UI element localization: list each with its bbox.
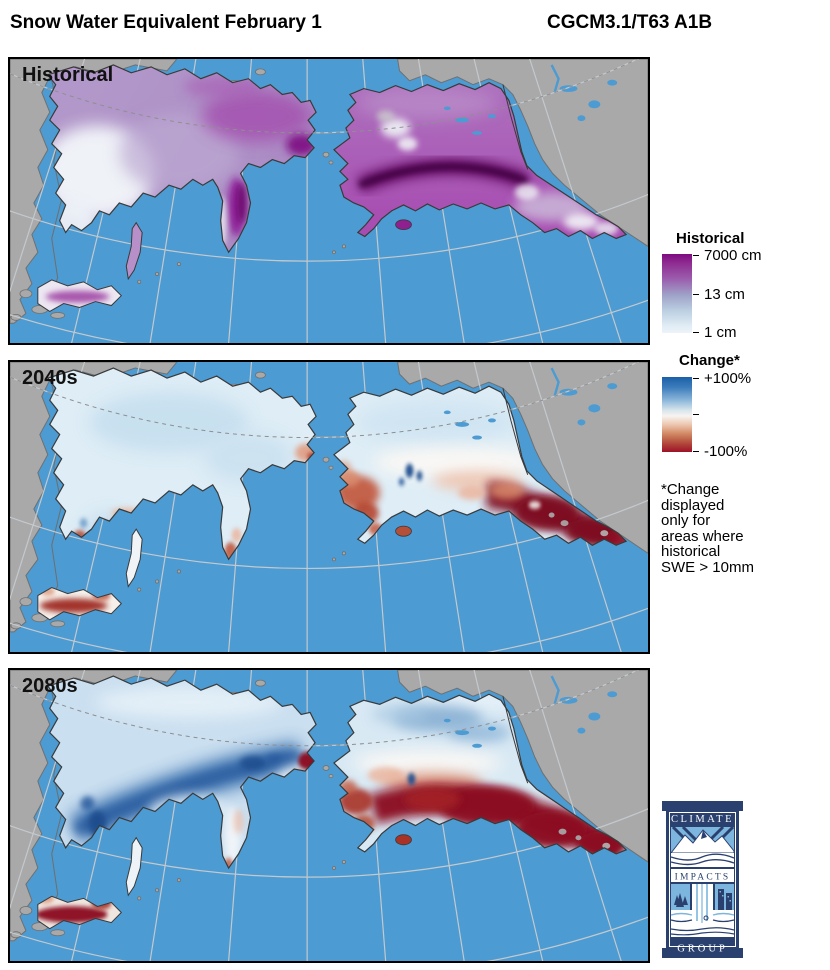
panel-label-2040s: 2040s — [22, 367, 78, 389]
kodiak-island — [395, 525, 412, 537]
historical-map — [10, 59, 648, 343]
change-colorbar — [662, 377, 692, 452]
logo-word-group: GROUP — [677, 944, 728, 955]
hist-tick-label-bottom: 1 cm — [704, 324, 737, 341]
map-2080s — [10, 670, 648, 961]
panel-label-2080s: 2080s — [22, 675, 78, 697]
logo-valley-scene — [670, 884, 735, 937]
tick-mark — [693, 451, 699, 452]
tick-mark — [693, 294, 699, 295]
climate-impacts-group-logo: CLIMATE IMPACTS GROUP — [662, 801, 743, 958]
panel-label-historical: Historical — [22, 64, 114, 86]
logo-impacts-band — [671, 869, 734, 882]
change-tick-label-bottom: -100% — [704, 443, 748, 460]
change-tick-label-top: +100% — [704, 370, 752, 387]
tick-mark — [693, 414, 699, 415]
logo-word-impacts: IMPACTS — [675, 873, 731, 883]
tick-mark — [693, 332, 699, 333]
map-2040s — [10, 362, 648, 652]
tick-mark — [693, 378, 699, 379]
model-scenario-title: CGCM3.1/T63 A1B — [547, 12, 713, 33]
historical-legend-title: Historical — [676, 230, 745, 247]
tick-mark — [693, 255, 699, 256]
hist-tick-label-mid: 13 cm — [704, 286, 745, 303]
historical-colorbar — [662, 254, 692, 333]
hist-tick-label-top: 7000 cm — [704, 247, 762, 264]
logo-mountain-scene — [669, 825, 735, 867]
siberia-swe-data — [47, 64, 317, 253]
kodiak-island — [395, 834, 412, 846]
kodiak-island — [395, 219, 412, 230]
map-panel-historical: Historical — [8, 57, 650, 345]
change-footnote: *Change displayed only for areas where h… — [661, 481, 754, 576]
map-panel-2040s: 2040s — [8, 360, 650, 654]
figure-title: Snow Water Equivalent February 1 — [10, 12, 322, 33]
logo-inner-frame — [669, 812, 736, 947]
map-panel-2080s: 2080s — [8, 668, 650, 963]
logo-word-climate: CLIMATE — [671, 814, 734, 825]
change-legend-title: Change* — [679, 352, 740, 369]
